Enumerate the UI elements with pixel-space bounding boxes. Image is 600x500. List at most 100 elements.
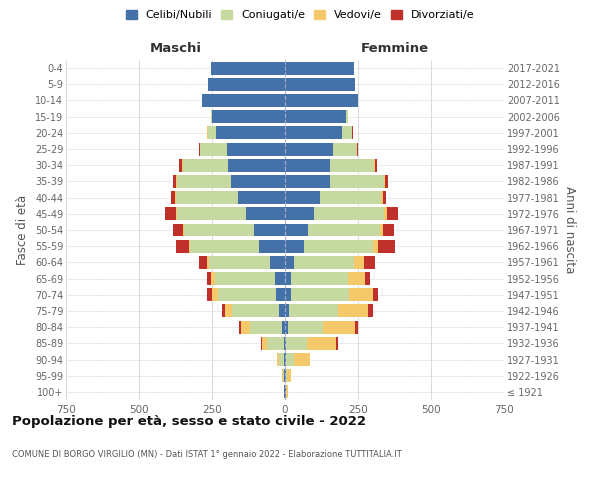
Bar — [284, 337, 285, 350]
Bar — [333, 142, 356, 156]
Bar — [183, 159, 228, 172]
Bar — [383, 191, 386, 204]
Bar — [211, 272, 215, 285]
Bar — [373, 288, 379, 301]
Bar — [268, 337, 284, 350]
Bar — [379, 240, 395, 252]
Legend: Celibi/Nubili, Coniugati/e, Vedovi/e, Divorziati/e: Celibi/Nubili, Coniugati/e, Vedovi/e, Di… — [121, 6, 479, 25]
Bar — [173, 175, 176, 188]
Bar — [384, 175, 385, 188]
Bar — [285, 272, 291, 285]
Bar — [217, 126, 285, 140]
Bar — [285, 224, 308, 236]
Bar — [323, 320, 355, 334]
Bar — [211, 110, 212, 123]
Bar — [294, 353, 310, 366]
Bar — [349, 288, 373, 301]
Bar — [283, 369, 284, 382]
Bar — [356, 142, 358, 156]
Bar — [382, 191, 383, 204]
Bar — [304, 240, 373, 252]
Bar — [286, 369, 287, 382]
Bar — [285, 94, 358, 107]
Bar — [231, 175, 285, 188]
Bar — [285, 256, 294, 269]
Bar — [282, 320, 285, 334]
Bar — [291, 288, 349, 301]
Text: COMUNE DI BORGO VIRGILIO (MN) - Dati ISTAT 1° gennaio 2022 - Elaborazione TUTTIT: COMUNE DI BORGO VIRGILIO (MN) - Dati IST… — [12, 450, 402, 459]
Bar — [285, 62, 353, 74]
Bar — [215, 272, 275, 285]
Bar — [184, 224, 254, 236]
Bar — [285, 337, 286, 350]
Bar — [348, 272, 365, 285]
Bar — [177, 175, 231, 188]
Bar — [386, 208, 398, 220]
Bar — [365, 272, 370, 285]
Bar — [208, 78, 285, 91]
Bar — [225, 304, 232, 318]
Bar — [287, 369, 292, 382]
Bar — [384, 208, 386, 220]
Bar — [285, 288, 291, 301]
Bar — [286, 386, 287, 398]
Bar — [346, 110, 348, 123]
Bar — [239, 320, 241, 334]
Bar — [330, 175, 384, 188]
Bar — [212, 288, 218, 301]
Bar — [285, 191, 320, 204]
Bar — [175, 240, 188, 252]
Bar — [368, 304, 373, 318]
Bar — [288, 320, 323, 334]
Bar — [209, 256, 271, 269]
Bar — [207, 272, 211, 285]
Bar — [177, 208, 245, 220]
Bar — [338, 304, 368, 318]
Bar — [173, 224, 184, 236]
Bar — [286, 353, 294, 366]
Bar — [277, 353, 279, 366]
Bar — [261, 337, 262, 350]
Bar — [227, 142, 285, 156]
Bar — [285, 159, 330, 172]
Bar — [232, 304, 279, 318]
Bar — [364, 256, 375, 269]
Text: Maschi: Maschi — [149, 42, 202, 55]
Bar — [241, 320, 250, 334]
Bar — [271, 256, 285, 269]
Bar — [262, 337, 268, 350]
Bar — [276, 288, 285, 301]
Bar — [314, 208, 384, 220]
Bar — [308, 224, 380, 236]
Bar — [284, 353, 285, 366]
Bar — [212, 110, 285, 123]
Bar — [176, 191, 238, 204]
Bar — [285, 175, 330, 188]
Bar — [279, 304, 285, 318]
Bar — [207, 256, 209, 269]
Bar — [207, 288, 212, 301]
Bar — [320, 191, 382, 204]
Bar — [286, 337, 307, 350]
Bar — [275, 272, 285, 285]
Bar — [285, 304, 289, 318]
Bar — [285, 126, 342, 140]
Bar — [289, 304, 338, 318]
Bar — [279, 353, 284, 366]
Y-axis label: Anni di nascita: Anni di nascita — [563, 186, 577, 274]
Bar — [355, 320, 358, 334]
Bar — [221, 304, 225, 318]
Bar — [211, 62, 285, 74]
Bar — [353, 256, 364, 269]
Bar — [188, 240, 190, 252]
Bar — [330, 159, 374, 172]
Bar — [285, 78, 355, 91]
Bar — [245, 208, 285, 220]
Bar — [285, 110, 346, 123]
Bar — [179, 159, 182, 172]
Y-axis label: Fasce di età: Fasce di età — [16, 195, 29, 265]
Text: Femmine: Femmine — [361, 42, 428, 55]
Bar — [336, 337, 338, 350]
Bar — [374, 159, 377, 172]
Bar — [342, 126, 352, 140]
